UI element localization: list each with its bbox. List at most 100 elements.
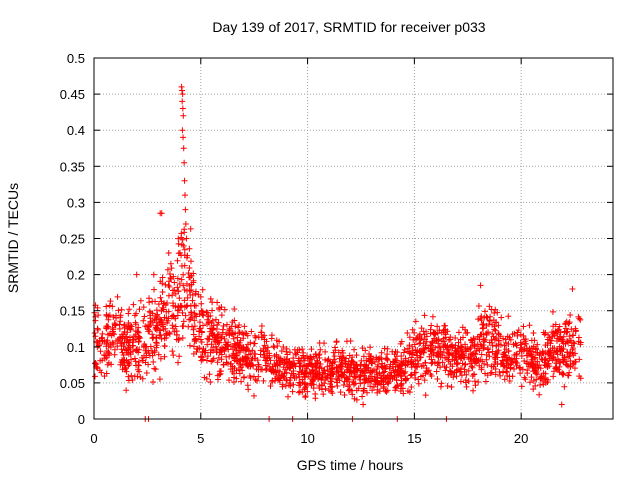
data-point <box>383 388 390 395</box>
data-point <box>331 353 338 360</box>
data-point <box>107 298 114 305</box>
data-point <box>170 312 177 319</box>
y-tick-label: 0.5 <box>67 51 85 66</box>
data-point <box>165 308 172 315</box>
data-point <box>161 353 168 360</box>
data-point <box>103 340 110 347</box>
data-point <box>141 313 148 320</box>
data-point <box>132 336 139 343</box>
data-point <box>161 343 168 350</box>
data-point <box>503 360 510 367</box>
data-point <box>445 349 452 356</box>
data-point <box>329 384 336 391</box>
data-point <box>111 321 118 328</box>
data-point <box>162 281 169 288</box>
y-tick-label: 0.1 <box>67 340 85 355</box>
data-point <box>218 312 225 319</box>
data-point <box>247 351 254 358</box>
data-point <box>536 391 543 398</box>
data-point <box>187 316 194 323</box>
data-point <box>153 335 160 342</box>
data-point <box>557 329 564 336</box>
data-point <box>447 343 454 350</box>
data-point <box>299 346 306 353</box>
data-point <box>314 359 321 366</box>
data-point <box>149 298 156 305</box>
data-point <box>550 368 557 375</box>
data-point-notable <box>181 177 188 184</box>
data-point <box>441 322 448 329</box>
data-point <box>488 363 495 370</box>
data-point <box>359 369 366 376</box>
data-point <box>184 294 191 301</box>
data-point <box>533 376 540 383</box>
data-point <box>540 381 547 388</box>
data-point <box>411 341 418 348</box>
data-point <box>302 374 309 381</box>
data-point <box>114 343 121 350</box>
data-point <box>125 351 132 358</box>
data-point <box>207 346 214 353</box>
data-point <box>203 357 210 364</box>
data-point <box>171 287 178 294</box>
data-point <box>415 380 422 387</box>
axis-ticks: 0 0.05 0.1 0.15 0.2 0.25 0.3 0.35 0.4 0.45 0.5 0 5 10… <box>60 51 613 446</box>
data-point <box>359 345 366 352</box>
data-point <box>512 358 519 365</box>
data-point <box>453 373 460 380</box>
data-point <box>348 361 355 368</box>
data-point <box>418 325 425 332</box>
data-point <box>334 382 341 389</box>
data-point <box>526 379 533 386</box>
data-point <box>457 369 464 376</box>
data-point <box>155 351 162 358</box>
data-point <box>178 262 185 269</box>
data-point <box>540 329 547 336</box>
data-point <box>501 376 508 383</box>
data-point <box>180 271 187 278</box>
data-point <box>374 381 381 388</box>
data-point <box>352 374 359 381</box>
data-point <box>391 372 398 379</box>
data-point <box>449 356 456 363</box>
data-point <box>285 393 292 400</box>
data-point <box>287 374 294 381</box>
data-point <box>302 394 309 401</box>
data-point <box>105 316 112 323</box>
data-point <box>272 362 279 369</box>
data-point-notable <box>150 271 157 278</box>
data-point <box>266 354 273 361</box>
data-point <box>189 291 196 298</box>
data-point-notable <box>183 235 190 242</box>
data-point <box>494 309 501 316</box>
data-point <box>436 327 443 334</box>
data-point <box>349 391 356 398</box>
data-point <box>471 360 478 367</box>
data-point <box>564 372 571 379</box>
data-point <box>202 347 209 354</box>
data-point <box>98 369 105 376</box>
data-point <box>121 321 128 328</box>
data-point <box>434 350 441 357</box>
data-point <box>140 304 147 311</box>
data-point <box>536 362 543 369</box>
data-point <box>476 336 483 343</box>
data-point <box>280 374 287 381</box>
data-point <box>353 396 360 403</box>
data-point <box>194 346 201 353</box>
data-point <box>187 258 194 265</box>
data-point <box>223 359 230 366</box>
data-point <box>319 381 326 388</box>
data-point-notable <box>558 401 565 408</box>
data-point <box>197 336 204 343</box>
data-point <box>480 336 487 343</box>
data-point <box>282 359 289 366</box>
data-point <box>257 347 264 354</box>
data-point <box>181 226 188 233</box>
data-point <box>273 373 280 380</box>
data-point <box>131 355 138 362</box>
data-point <box>137 297 144 304</box>
data-point <box>287 382 294 389</box>
